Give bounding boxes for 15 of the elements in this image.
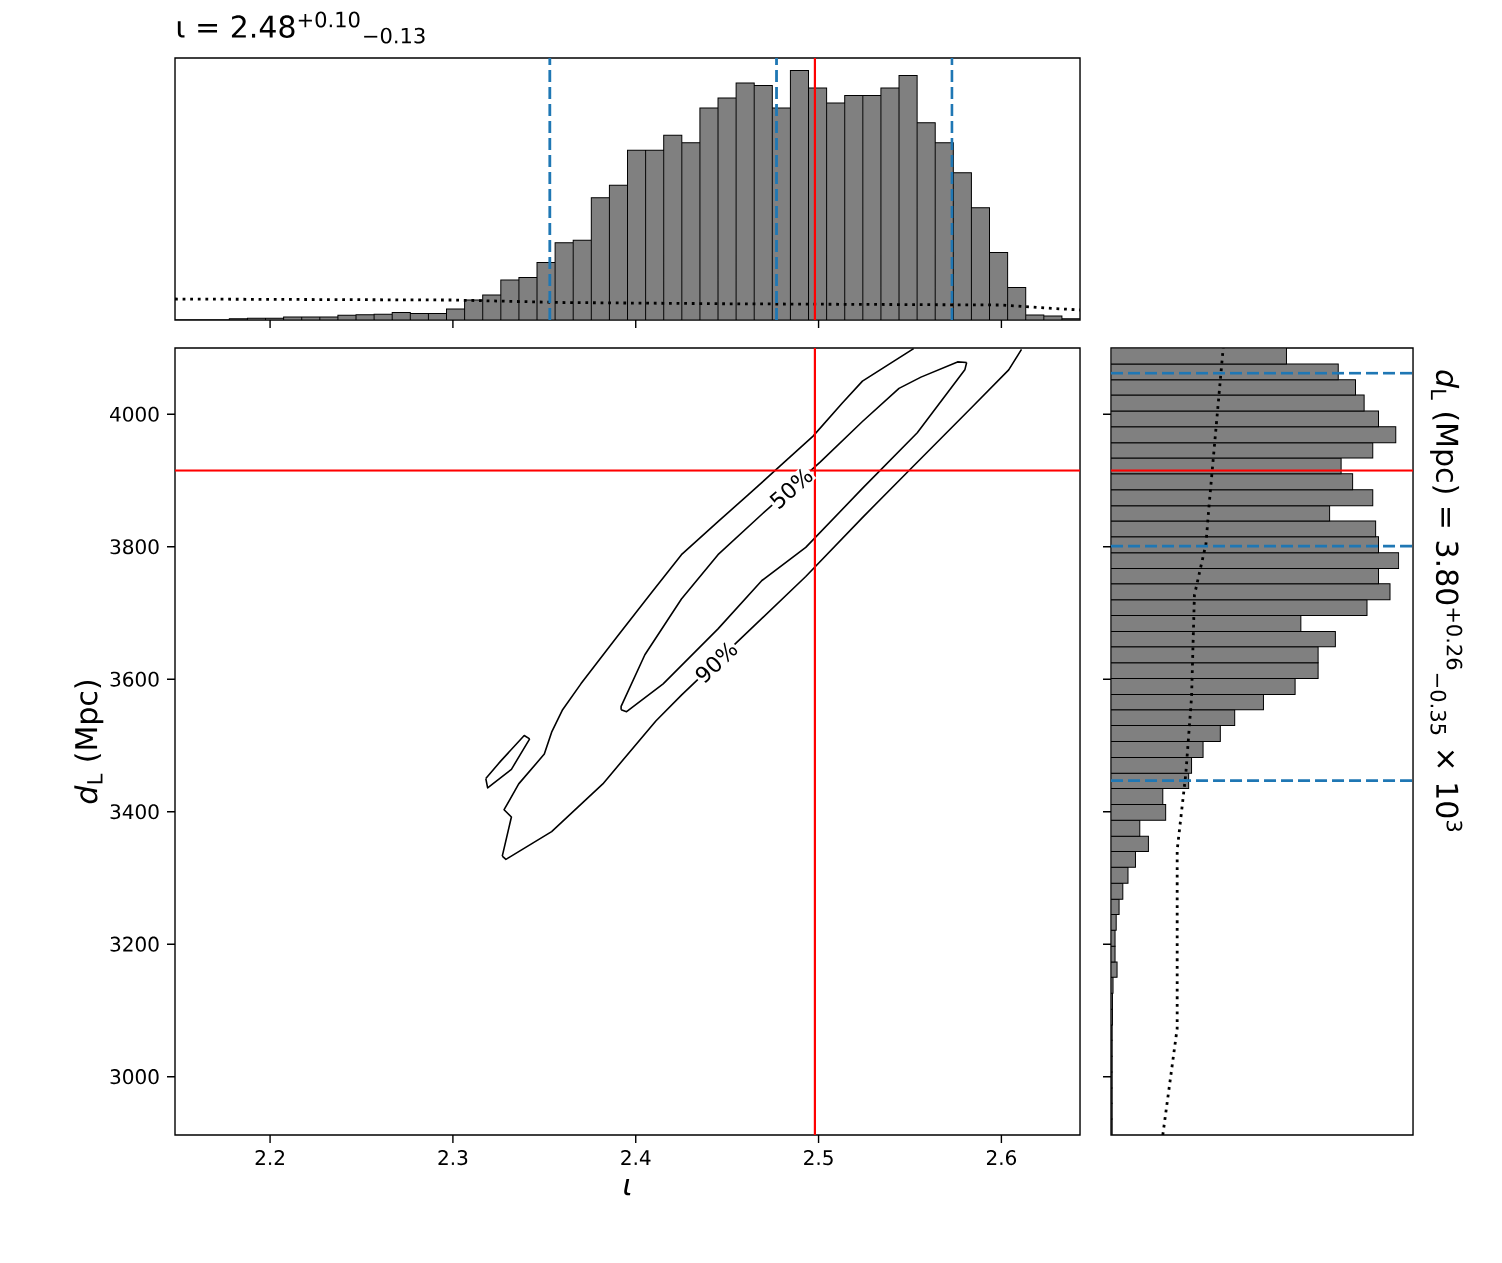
chart-title: ι = 2.48$^{+0.10}$−0.13 [177,11,425,44]
x-tick-label: 2.3 [438,1150,468,1166]
y-tick-label: 4000 [110,406,159,422]
x-tick-label: 2.2 [255,1150,284,1165]
y-tick-label: 3200 [110,936,159,952]
x-tick-label: 2.4 [621,1150,651,1165]
y-tick-label: 3600 [110,671,159,687]
y-tick-label: 3800 [110,539,159,555]
x-tick-label: 2.6 [986,1150,1017,1166]
x-tick-label: 2.5 [804,1150,833,1166]
y-axis-title: d$_{L}$ (Mpc) [74,680,104,804]
y-axis-title: d$_{L}$ (Mpc) = 3.80$^{+0.26}$$_{−0.35}$ × 10$^{3}$ [1430,370,1463,832]
y-tick-label: 3400 [110,804,159,820]
y-tick-label: 3000 [110,1069,159,1085]
x-axis-title: ι [624,1178,631,1196]
